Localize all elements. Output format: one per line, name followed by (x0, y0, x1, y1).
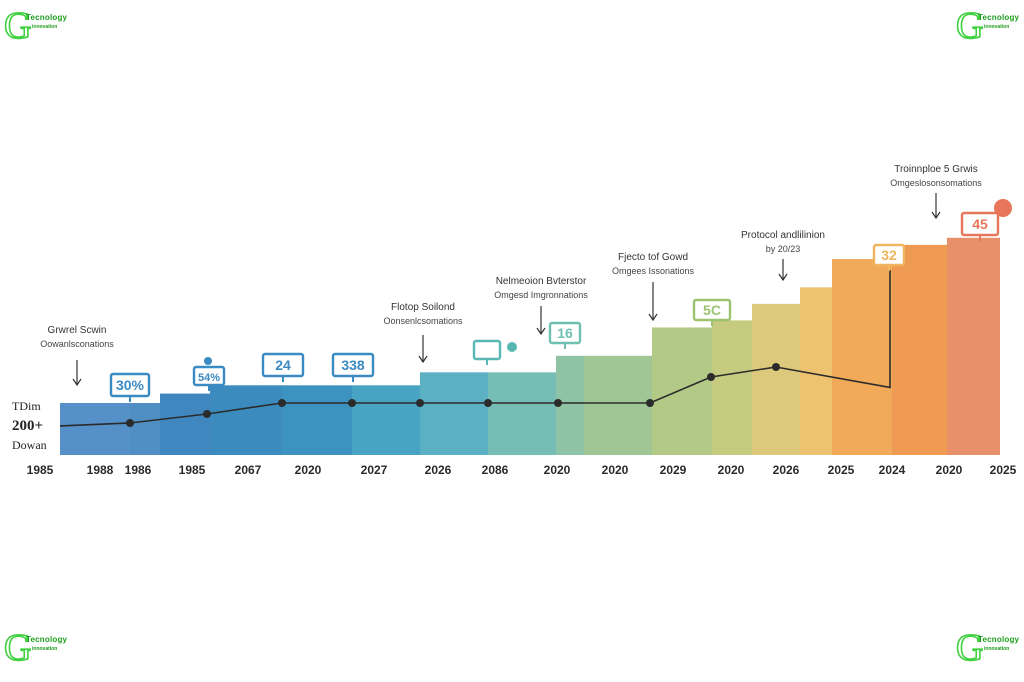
chat-bubble-icon (994, 199, 1012, 217)
annotation-arrowhead (931, 211, 941, 220)
logo-g-icon: G (3, 4, 32, 44)
marker-box (472, 339, 502, 361)
logo-name: Tecnology (26, 635, 68, 644)
x-tick-label: 2024 (879, 463, 906, 477)
area-band (892, 244, 947, 455)
logo-name: Tecnology (978, 13, 1020, 22)
marker-label: 30% (116, 377, 145, 393)
logo-subtitle: innovation (32, 646, 58, 652)
svg-text:G: G (956, 627, 983, 666)
pin-icon (204, 357, 212, 365)
area-band (584, 355, 652, 455)
x-tick-label: 2025 (990, 463, 1017, 477)
series-point (203, 410, 211, 418)
annotation-title: Troinnploe 5 Grwis (894, 164, 978, 175)
left-label-text: Dowan (12, 438, 47, 452)
marker-label: 45 (972, 216, 988, 232)
annotation-subtitle: Omgees Issonations (612, 266, 695, 276)
logo-g-icon: G (955, 4, 984, 44)
x-tick-label: 2020 (602, 463, 629, 477)
series-point (484, 399, 492, 407)
logo-top-left: G Tecnology innovation (2, 4, 74, 48)
x-tick-label: 2026 (425, 463, 452, 477)
logo-subtitle: innovation (32, 24, 58, 30)
annotation-arrowhead (778, 273, 788, 282)
series-point (772, 363, 780, 371)
logo-name: Tecnology (26, 13, 68, 22)
marker-label: 16 (557, 325, 573, 341)
marker-label: 24 (275, 357, 291, 373)
logo-name: Tecnology (978, 635, 1020, 644)
svg-text:G: G (4, 627, 31, 666)
info-icon (507, 342, 517, 352)
series-point (707, 373, 715, 381)
annotation-subtitle: Oowanlsconations (40, 339, 114, 349)
area-band (130, 403, 160, 455)
x-tick-label: 2067 (235, 463, 262, 477)
annotation-title: Grwrel Scwin (48, 325, 107, 336)
annotation-title: Fjecto tof Gowd (618, 252, 688, 263)
annotation-arrowhead (418, 355, 428, 364)
svg-text:G: G (4, 5, 31, 44)
x-tick-label: 2027 (361, 463, 388, 477)
logo-subtitle: innovation (984, 646, 1010, 652)
marker-label: 32 (881, 247, 897, 263)
area-band (282, 385, 352, 455)
area-band (712, 320, 752, 455)
area-band (652, 327, 712, 455)
annotation-arrowhead (648, 313, 658, 322)
x-tick-label: 2026 (773, 463, 800, 477)
x-tick-label: 2086 (482, 463, 509, 477)
series-point (646, 399, 654, 407)
series-point (126, 419, 134, 427)
x-tick-label: 2025 (828, 463, 855, 477)
annotation-subtitle: Omgeslosonsomations (890, 178, 982, 188)
area-band (488, 372, 556, 455)
x-tick-label: 2020 (295, 463, 322, 477)
marker-label: 338 (341, 357, 365, 373)
logo-bottom-right: G Tecnology innovation (954, 626, 1024, 670)
logo-g-icon: G (955, 626, 984, 666)
x-tick-label: 2020 (544, 463, 571, 477)
logo-g-icon: G (3, 626, 32, 666)
annotation-arrowhead (536, 327, 546, 336)
x-tick-label: 1988 (87, 463, 114, 477)
area-band (420, 372, 488, 455)
annotation-arrowhead (72, 378, 82, 387)
area-band (352, 385, 420, 455)
annotation-title: Protocol andlilinion (741, 230, 825, 241)
logo-subtitle: innovation (984, 24, 1010, 30)
area-band (752, 303, 800, 455)
annotation-title: Flotop Soilond (391, 302, 455, 313)
area-band (947, 237, 1000, 455)
area-band (832, 259, 892, 455)
x-tick-label: 2020 (936, 463, 963, 477)
left-label-text: TDim (12, 399, 41, 413)
area-band (800, 287, 832, 455)
marker-label: 5C (703, 302, 721, 318)
series-point (348, 399, 356, 407)
annotation-subtitle: Omgesd Imgronnations (494, 290, 588, 300)
svg-text:G: G (956, 5, 983, 44)
area-band (210, 385, 282, 455)
logo-bottom-left: G Tecnology innovation (2, 626, 74, 670)
x-tick-label: 2029 (660, 463, 687, 477)
series-point (554, 399, 562, 407)
annotation-title: Nelmeoion Bvterstor (496, 276, 587, 287)
x-tick-label: 1985 (179, 463, 206, 477)
annotation-subtitle: by 20/23 (766, 244, 801, 254)
left-label-text: 200+ (12, 418, 43, 434)
x-tick-label: 1986 (125, 463, 152, 477)
series-point (416, 399, 424, 407)
annotation-subtitle: Oonsenlcsomations (383, 316, 463, 326)
area-band (60, 403, 130, 455)
series-point (278, 399, 286, 407)
logo-top-right: G Tecnology innovation (954, 4, 1024, 48)
area-band (160, 393, 210, 455)
marker-label: 54% (198, 372, 220, 384)
x-tick-label: 1985 (27, 463, 54, 477)
x-tick-label: 2020 (718, 463, 745, 477)
